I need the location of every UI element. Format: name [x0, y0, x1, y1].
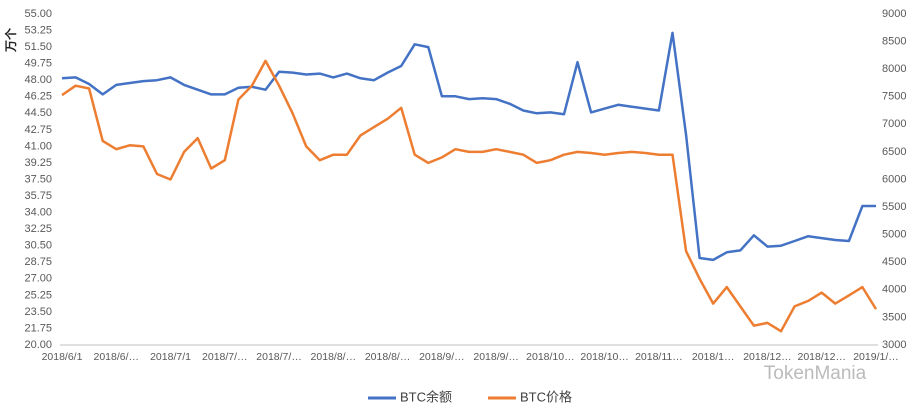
- y-tick-label: 44.50: [24, 107, 52, 119]
- y-tick-label: 35.75: [24, 190, 52, 202]
- x-tick-label: 2018/12…: [743, 351, 791, 363]
- y-tick-label: 41.00: [24, 140, 52, 152]
- y-tick-label: 48.00: [24, 74, 52, 86]
- y-tick-label: 39.25: [24, 157, 52, 169]
- y2-tick-label: 6500: [882, 146, 906, 158]
- y-tick-label: 51.50: [24, 41, 52, 53]
- y-tick-label: 32.25: [24, 223, 52, 235]
- watermark: TokenMania: [764, 363, 867, 384]
- y-tick-label: 20.00: [24, 339, 52, 351]
- y-tick-label: 53.25: [24, 24, 52, 36]
- y-tick-label: 30.50: [24, 240, 52, 252]
- y2-tick-label: 4500: [882, 256, 906, 268]
- y-tick-label: 37.50: [24, 173, 52, 185]
- x-tick-label: 2018/8/…: [311, 351, 357, 363]
- y-tick-label: 46.25: [24, 91, 52, 103]
- y2-tick-label: 8000: [882, 63, 906, 75]
- series-line: [61, 59, 878, 333]
- y-tick-label: 25.25: [24, 289, 52, 301]
- y2-tick-label: 3000: [882, 339, 906, 351]
- y2-tick-label: 4000: [882, 284, 906, 296]
- y-tick-label: 34.00: [24, 207, 52, 219]
- y2-tick-label: 6000: [882, 173, 906, 185]
- y-tick-label: 21.75: [24, 322, 52, 334]
- x-tick-label: 2018/9/…: [473, 351, 519, 363]
- y-tick-label: 55.00: [24, 8, 52, 20]
- y2-tick-label: 8500: [882, 35, 906, 47]
- y-axis-label: 万个: [3, 27, 18, 53]
- y-tick-label: 49.75: [24, 58, 52, 70]
- y2-tick-label: 7000: [882, 118, 906, 130]
- series-line: [61, 31, 876, 262]
- x-tick-label: 2018/7/…: [256, 351, 302, 363]
- legend-label: BTC价格: [520, 389, 572, 404]
- y2-tick-label: 5000: [882, 229, 906, 241]
- x-tick-label: 2019/1/…: [853, 351, 899, 363]
- y-tick-label: 27.00: [24, 273, 52, 285]
- x-tick-label: 2018/7/…: [202, 351, 248, 363]
- x-tick-label: 2018/6/1: [42, 351, 83, 363]
- x-tick-label: 2018/7/1: [150, 351, 191, 363]
- x-tick-label: 2018/12…: [797, 351, 845, 363]
- x-tick-label: 2018/8/…: [365, 351, 411, 363]
- y-tick-label: 23.50: [24, 306, 52, 318]
- legend-label: BTC余额: [400, 389, 452, 404]
- x-tick-label: 2018/6/…: [93, 351, 139, 363]
- y2-tick-label: 9000: [882, 8, 906, 20]
- y-tick-label: 28.75: [24, 256, 52, 268]
- y2-tick-label: 7500: [882, 91, 906, 103]
- x-tick-label: 2018/10…: [580, 351, 628, 363]
- x-tick-label: 2018/11…: [635, 351, 683, 363]
- y-tick-label: 42.75: [24, 124, 52, 136]
- x-tick-label: 2018/1…: [692, 351, 735, 363]
- x-tick-label: 2018/10…: [526, 351, 574, 363]
- y2-tick-label: 3500: [882, 311, 906, 323]
- x-tick-label: 2018/9/…: [419, 351, 465, 363]
- y2-tick-label: 5500: [882, 201, 906, 213]
